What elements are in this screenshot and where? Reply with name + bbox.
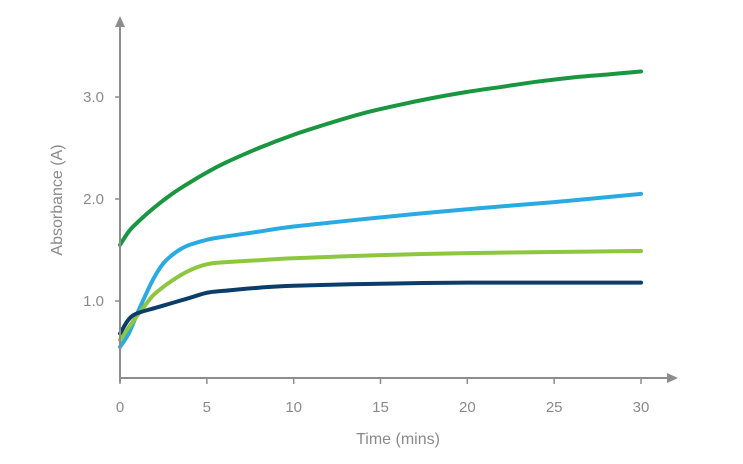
- x-axis-title: Time (mins): [356, 431, 440, 448]
- series-line-4: [118, 280, 643, 336]
- series-line-2: [118, 191, 643, 349]
- y-axis-title: Absorbance (A): [49, 144, 66, 255]
- y-tick-label: 2.0: [83, 191, 104, 208]
- x-tick-label: 15: [372, 399, 389, 416]
- x-tick-label: 30: [633, 399, 650, 416]
- x-tick-label: 25: [546, 399, 563, 416]
- series-line-1: [118, 69, 643, 247]
- y-tick-label: 3.0: [83, 89, 104, 106]
- x-tick-label: 0: [116, 399, 124, 416]
- y-tick-label: 1.0: [83, 293, 104, 310]
- x-tick-label: 20: [459, 399, 476, 416]
- ticks-layer: 0 5 10 15 20 25 30 1.0 2.0 3.0: [83, 89, 649, 416]
- axes-layer: [115, 16, 678, 383]
- x-tick-label: 10: [285, 399, 302, 416]
- y-axis-arrow-icon: [115, 16, 125, 27]
- x-tick-label: 5: [203, 399, 211, 416]
- x-axis-arrow-icon: [667, 373, 678, 383]
- series-layer: [118, 69, 643, 349]
